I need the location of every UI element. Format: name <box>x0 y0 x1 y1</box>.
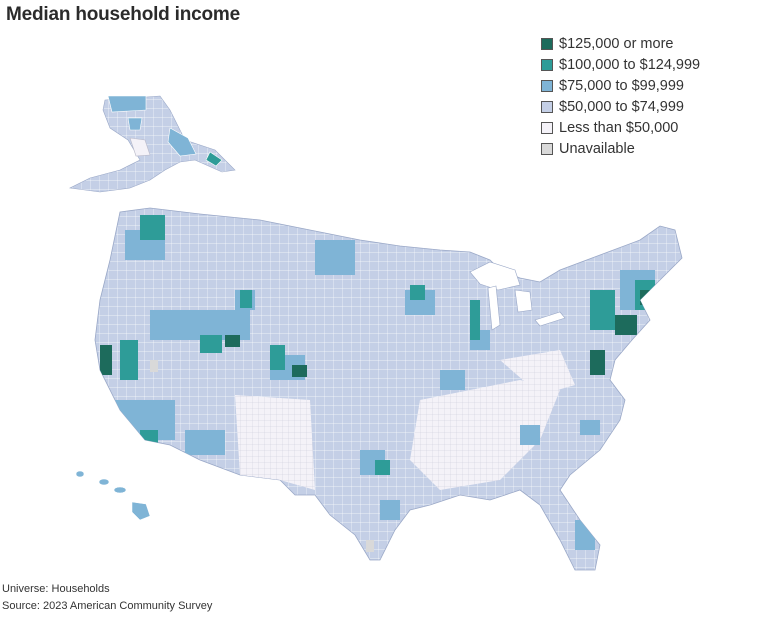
legend-label: Less than $50,000 <box>559 119 679 136</box>
legend: $125,000 or more $100,000 to $124,999 $7… <box>541 33 761 159</box>
hawaii-region <box>75 470 151 521</box>
swatch-icon <box>541 142 553 155</box>
swatch-icon <box>541 58 553 71</box>
legend-item-less-50k: Less than $50,000 <box>541 117 761 138</box>
legend-label: $75,000 to $99,999 <box>559 77 684 94</box>
contiguous-us-region <box>94 207 683 571</box>
swatch-icon <box>541 79 553 92</box>
universe-note: Universe: Households <box>2 583 110 595</box>
legend-item-50k-75k: $50,000 to $74,999 <box>541 96 761 117</box>
legend-label: $125,000 or more <box>559 35 674 52</box>
legend-label: $50,000 to $74,999 <box>559 98 684 115</box>
legend-label: Unavailable <box>559 140 635 157</box>
swatch-icon <box>541 121 553 134</box>
legend-item-unavailable: Unavailable <box>541 138 761 159</box>
swatch-icon <box>541 37 553 50</box>
legend-item-125k-plus: $125,000 or more <box>541 33 761 54</box>
legend-item-75k-100k: $75,000 to $99,999 <box>541 75 761 96</box>
legend-item-100k-125k: $100,000 to $124,999 <box>541 54 761 75</box>
source-note: Source: 2023 American Community Survey <box>2 600 213 612</box>
alaska-region <box>68 95 236 193</box>
legend-label: $100,000 to $124,999 <box>559 56 701 73</box>
page-title: Median household income <box>6 4 240 25</box>
swatch-icon <box>541 100 553 113</box>
